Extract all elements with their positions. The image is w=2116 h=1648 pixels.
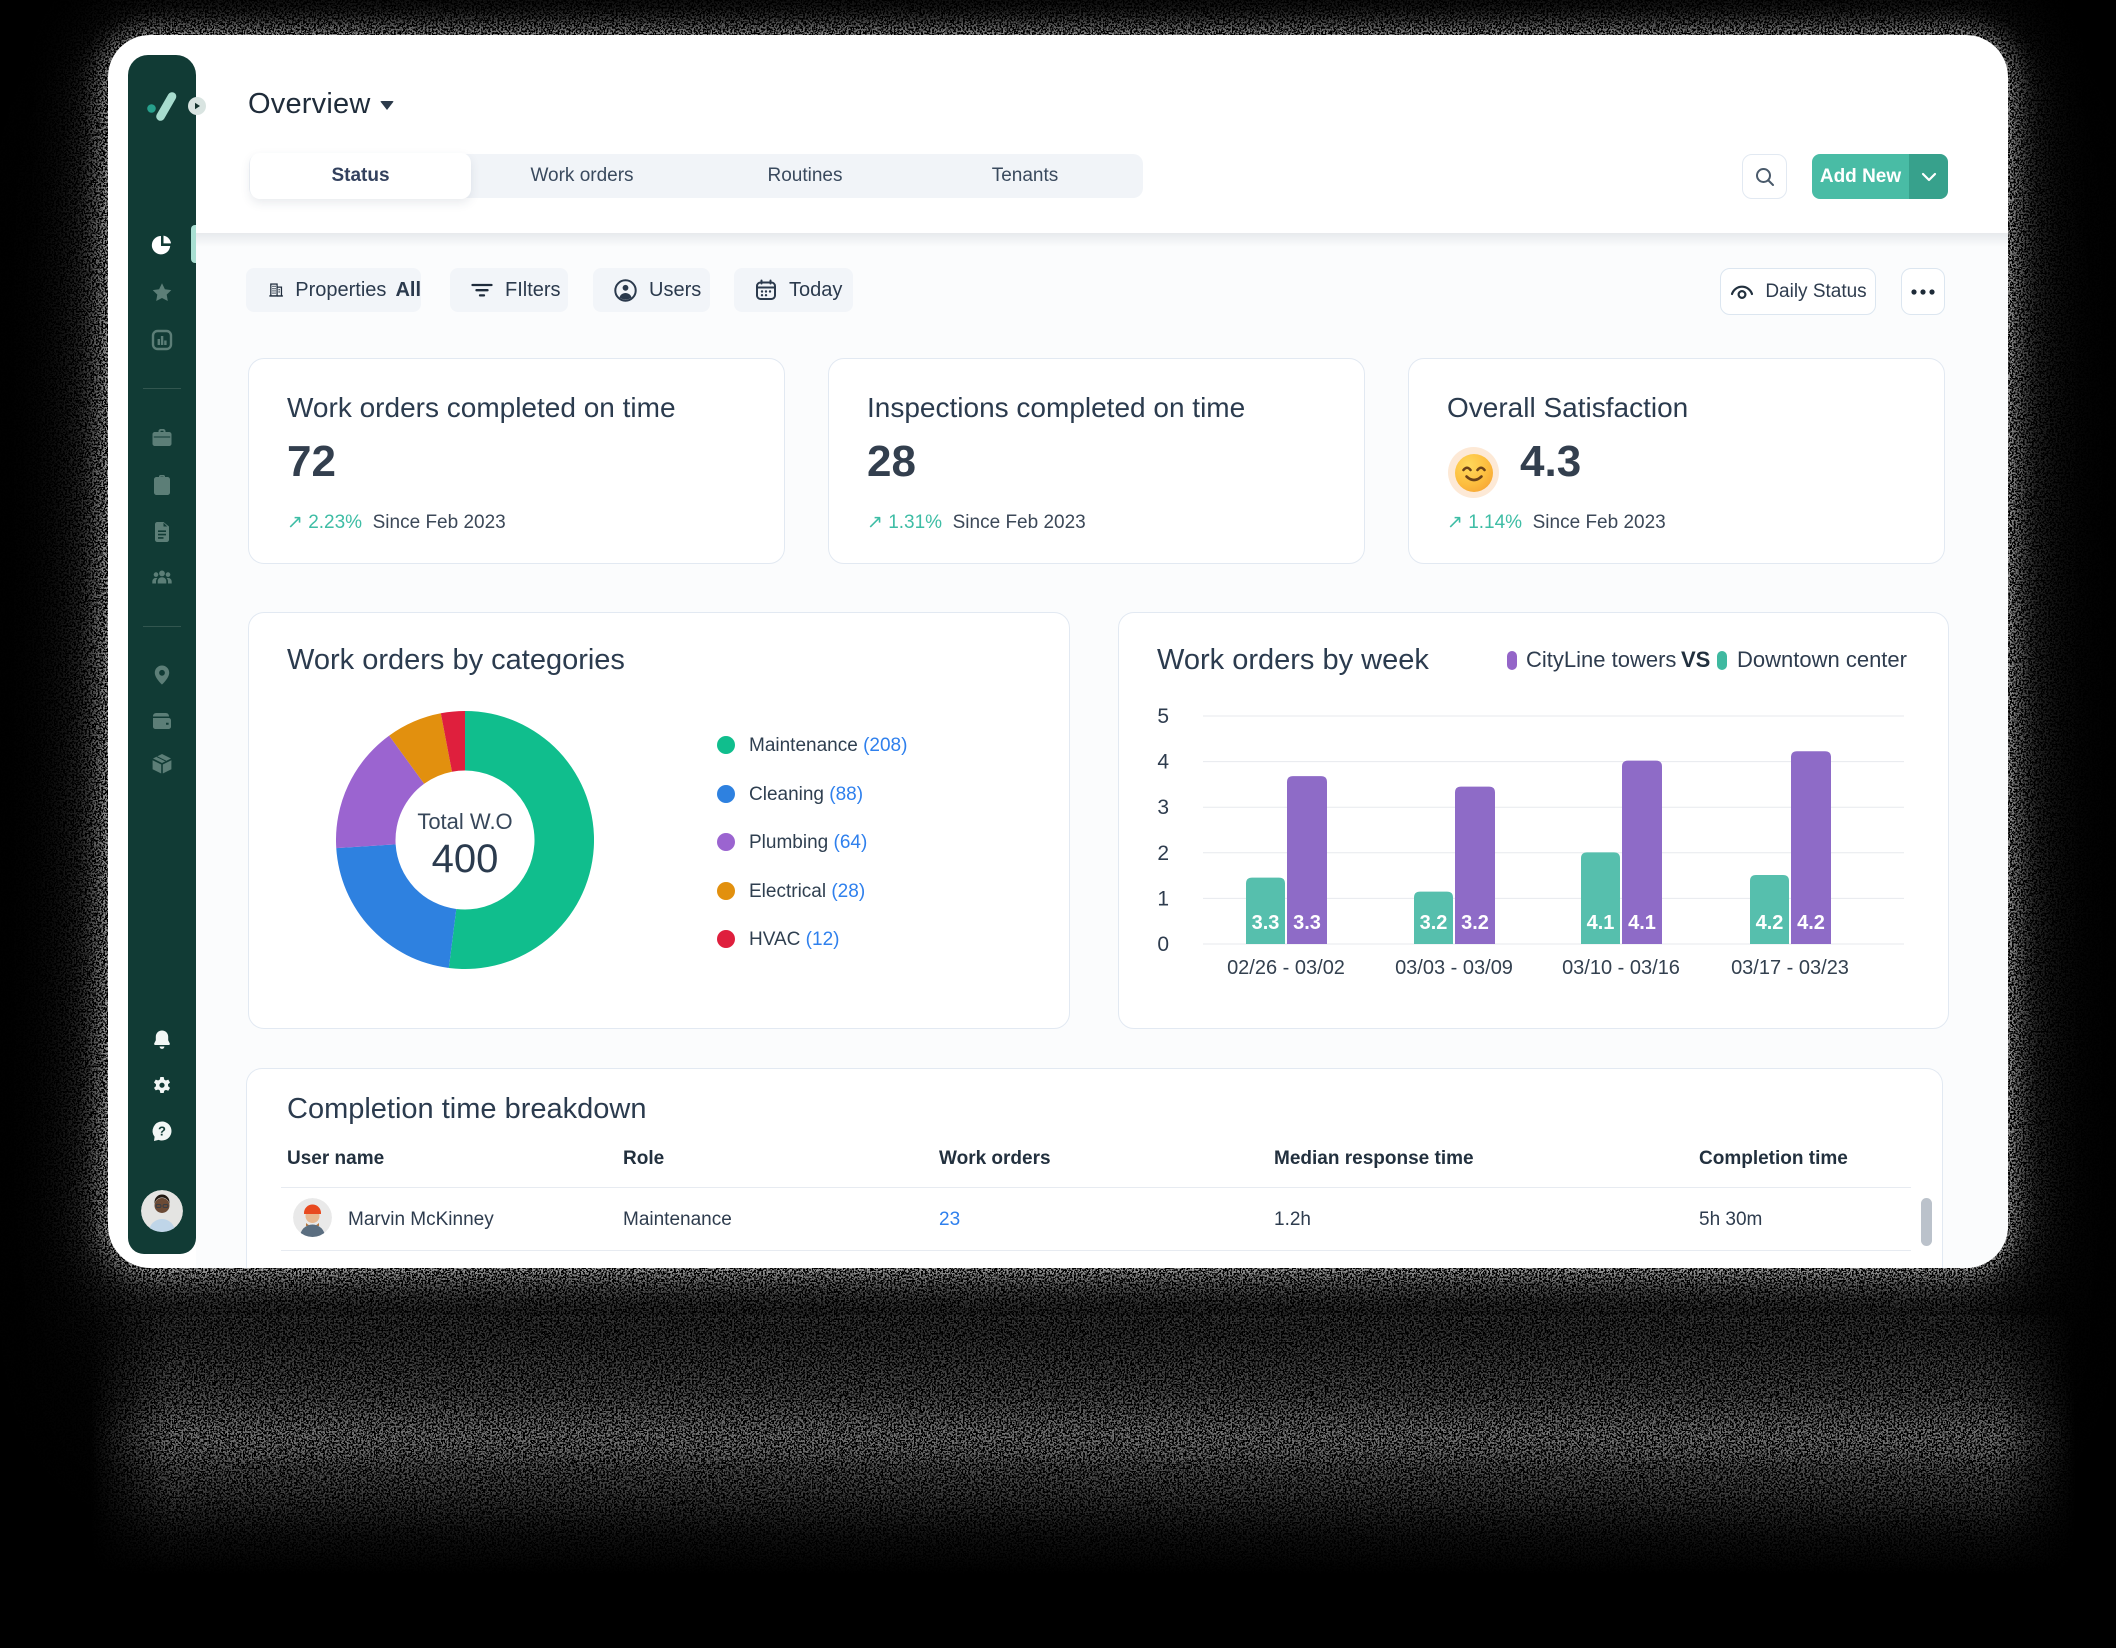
svg-text:3: 3 xyxy=(1157,796,1169,819)
svg-text:02/26 - 03/02: 02/26 - 03/02 xyxy=(1227,957,1345,979)
svg-text:03/17 - 03/23: 03/17 - 03/23 xyxy=(1731,957,1849,979)
svg-text:4: 4 xyxy=(1157,751,1169,774)
svg-text:3.2: 3.2 xyxy=(1461,912,1489,934)
svg-text:2: 2 xyxy=(1157,842,1169,865)
svg-text:3.3: 3.3 xyxy=(1293,912,1321,934)
svg-text:4.2: 4.2 xyxy=(1797,912,1825,934)
svg-text:4.1: 4.1 xyxy=(1587,912,1615,934)
svg-text:3.2: 3.2 xyxy=(1420,912,1448,934)
svg-text:0: 0 xyxy=(1157,933,1169,956)
svg-text:4.1: 4.1 xyxy=(1628,912,1656,934)
svg-text:4.2: 4.2 xyxy=(1756,912,1784,934)
svg-text:3.3: 3.3 xyxy=(1252,912,1280,934)
svg-text:?: ? xyxy=(158,1123,166,1138)
svg-text:5: 5 xyxy=(1157,705,1169,728)
svg-text:03/03 - 03/09: 03/03 - 03/09 xyxy=(1395,957,1513,979)
svg-text:03/10 - 03/16: 03/10 - 03/16 xyxy=(1562,957,1680,979)
svg-text:1: 1 xyxy=(1157,887,1169,910)
